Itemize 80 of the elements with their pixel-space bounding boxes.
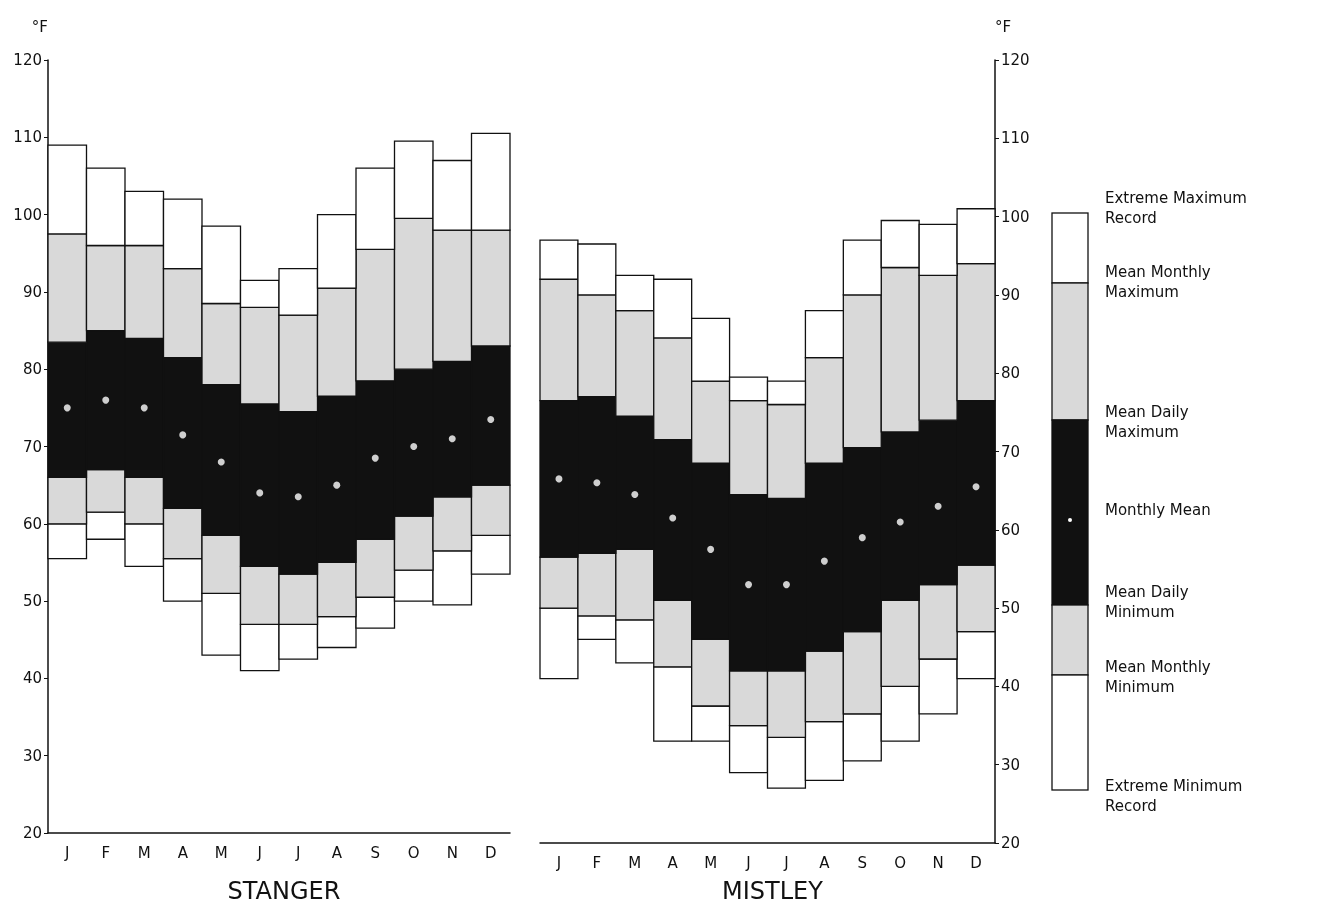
x-tick-label: J	[295, 843, 301, 862]
y2-tick-label: 80	[1001, 364, 1021, 383]
text: Mean Daily Minimum	[1105, 583, 1194, 621]
y-tick-label: 120	[13, 51, 42, 69]
text: STANGER	[227, 877, 341, 905]
x-tick-label: O	[894, 853, 907, 872]
text: MISTLEY	[722, 877, 824, 905]
point	[487, 415, 495, 423]
point	[972, 483, 980, 491]
point	[333, 481, 341, 489]
text: Mean Daily Maximum	[1105, 403, 1194, 441]
x-tick-label: A	[819, 853, 831, 872]
x-tick-label: J	[555, 853, 562, 872]
x-tick-label: J	[745, 853, 751, 872]
x-tick-label: F	[592, 853, 602, 872]
x-tick-label: J	[64, 843, 70, 862]
x-tick-label: J	[783, 853, 789, 872]
text: Extreme Minimum Record	[1105, 777, 1248, 815]
y-tick-label: 50	[22, 592, 42, 611]
x-tick-label: S	[857, 853, 868, 872]
x-tick-label: M	[214, 843, 228, 862]
point	[896, 518, 904, 526]
y-tick-label: 110	[13, 128, 42, 147]
y2-axis-title: °F	[995, 17, 1012, 36]
text: Mean Monthly Minimum	[1105, 658, 1216, 696]
x-tick-label: S	[370, 843, 381, 862]
point	[820, 557, 828, 565]
y-tick-label: 30	[22, 746, 42, 765]
point	[782, 581, 790, 589]
x-tick-label: A	[667, 853, 679, 872]
y-axis-title: °F	[31, 17, 48, 36]
y2-tick-label: 20	[1001, 834, 1021, 852]
x-tick-label: J	[256, 843, 262, 862]
point	[371, 454, 379, 462]
x-tick-label: A	[177, 843, 189, 862]
y2-tick-label: 50	[1001, 599, 1021, 618]
y-tick-label: 40	[22, 669, 42, 688]
y2-tick-label: 120	[1001, 51, 1030, 69]
y-tick-label: 20	[22, 824, 42, 842]
point	[410, 443, 418, 450]
x-tick-label: N	[446, 843, 458, 862]
y2-tick-label: 70	[1001, 442, 1021, 461]
x-tick-label: M	[704, 853, 718, 872]
text: Mean Monthly Maximum	[1105, 263, 1216, 301]
x-tick-label: A	[331, 843, 343, 862]
point	[256, 489, 264, 497]
point	[745, 581, 753, 589]
point	[934, 502, 942, 510]
y2-tick-label: 60	[1001, 520, 1021, 539]
x-tick-label: O	[407, 843, 420, 862]
point	[217, 458, 225, 466]
y-tick-label: 80	[22, 360, 42, 379]
x-tick-label: M	[628, 853, 642, 872]
x-tick-label: D	[970, 853, 982, 872]
y2-tick-label: 30	[1001, 755, 1021, 774]
x-tick-label: M	[137, 843, 151, 862]
point	[179, 431, 187, 439]
point	[140, 404, 148, 412]
x-tick-label: F	[101, 843, 111, 862]
y-tick-label: 90	[22, 282, 42, 301]
y-tick-label: 60	[22, 514, 42, 533]
y2-tick-label: 40	[1001, 677, 1021, 696]
text: Extreme Maximum Record	[1105, 189, 1252, 227]
y2-tick-label: 110	[1001, 129, 1030, 148]
y-tick-label: 70	[22, 437, 42, 456]
point	[294, 493, 302, 501]
point	[631, 491, 639, 499]
point	[102, 396, 110, 404]
point	[63, 404, 71, 412]
y-tick-label: 100	[13, 205, 42, 224]
point	[448, 435, 456, 443]
x-tick-label: N	[932, 853, 944, 872]
point	[593, 479, 601, 487]
text: Monthly Mean	[1105, 501, 1211, 519]
point	[858, 534, 866, 542]
y2-tick-label: 90	[1001, 285, 1021, 304]
point	[707, 545, 715, 553]
point	[669, 514, 677, 522]
y2-tick-label: 100	[1001, 207, 1030, 226]
x-tick-label: D	[484, 843, 497, 862]
